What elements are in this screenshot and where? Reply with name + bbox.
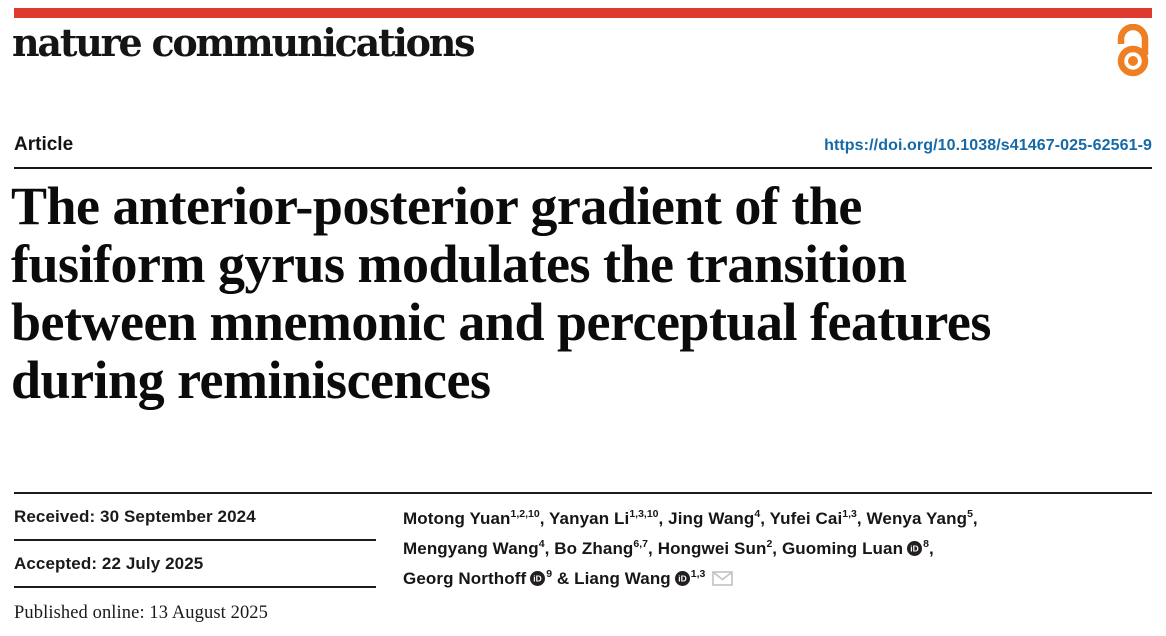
doi-link[interactable]: https://doi.org/10.1038/s41467-025-62561… <box>824 137 1152 154</box>
author-name: Yufei Cai <box>769 509 843 528</box>
orcid-icon[interactable]: iD <box>530 571 546 586</box>
accepted-date: Accepted: 22 July 2025 <box>14 541 376 588</box>
article-title-line: during reminiscences <box>11 350 491 410</box>
orcid-icon[interactable]: iD <box>674 571 690 586</box>
article-type-label: Article <box>14 134 74 155</box>
author-affiliation-superscript: 4 <box>538 538 545 550</box>
author-affiliation-superscript: 1,2,10 <box>510 508 540 520</box>
author-name: Liang Wang <box>574 569 671 588</box>
author-affiliation-superscript: 5 <box>967 508 973 520</box>
open-access-icon <box>1112 23 1154 78</box>
header-divider-rule <box>14 167 1152 169</box>
author-affiliation-superscript: 2 <box>766 538 773 550</box>
article-title-line: between mnemonic and perceptual features <box>11 292 991 352</box>
author-name: Georg Northoff <box>403 569 527 588</box>
author-name: Guoming Luan <box>781 539 904 558</box>
author-name: Hongwei Sun <box>657 539 767 558</box>
author-affiliation-superscript: 9 <box>546 568 553 580</box>
journal-logo: nature communications <box>12 20 476 65</box>
author-list: Motong Yuan1,2,10, Yanyan Li1,3,10, Jing… <box>403 508 978 588</box>
author-name: Jing Wang <box>668 509 755 528</box>
svg-text:iD: iD <box>533 574 542 584</box>
metadata-section: Received: 30 September 2024 Accepted: 22… <box>14 492 1152 625</box>
email-icon[interactable] <box>712 571 734 586</box>
author-name: Motong Yuan <box>403 509 511 528</box>
dates-panel: Received: 30 September 2024 Accepted: 22… <box>14 494 376 625</box>
author-affiliation-superscript: 1,3 <box>842 508 857 520</box>
author-affiliation-superscript: 1,3 <box>690 568 706 580</box>
received-date: Received: 30 September 2024 <box>14 494 376 541</box>
author-name: Wenya Yang <box>866 509 968 528</box>
published-date: Published online: 13 August 2025 <box>14 603 268 623</box>
article-title-line: The anterior-posterior gradient of the <box>11 176 862 236</box>
author-name: Mengyang Wang <box>403 539 539 558</box>
author-affiliation-superscript: 1,3,10 <box>629 508 659 520</box>
author-affiliation-superscript: 6,7 <box>633 538 649 550</box>
author-name: Yanyan Li <box>549 509 630 528</box>
article-header-row: Article https://doi.org/10.1038/s41467-0… <box>14 134 1152 156</box>
author-affiliation-superscript: 8 <box>923 538 929 550</box>
article-title: The anterior-posterior gradient of the f… <box>11 177 1156 409</box>
author-affiliation-superscript: 4 <box>754 508 761 520</box>
masthead-red-bar <box>14 8 1152 18</box>
svg-text:iD: iD <box>910 544 919 554</box>
article-title-line: fusiform gyrus modulates the transition <box>11 234 907 294</box>
author-name: Bo Zhang <box>554 539 634 558</box>
orcid-icon[interactable]: iD <box>907 541 923 556</box>
svg-text:iD: iD <box>678 574 687 584</box>
